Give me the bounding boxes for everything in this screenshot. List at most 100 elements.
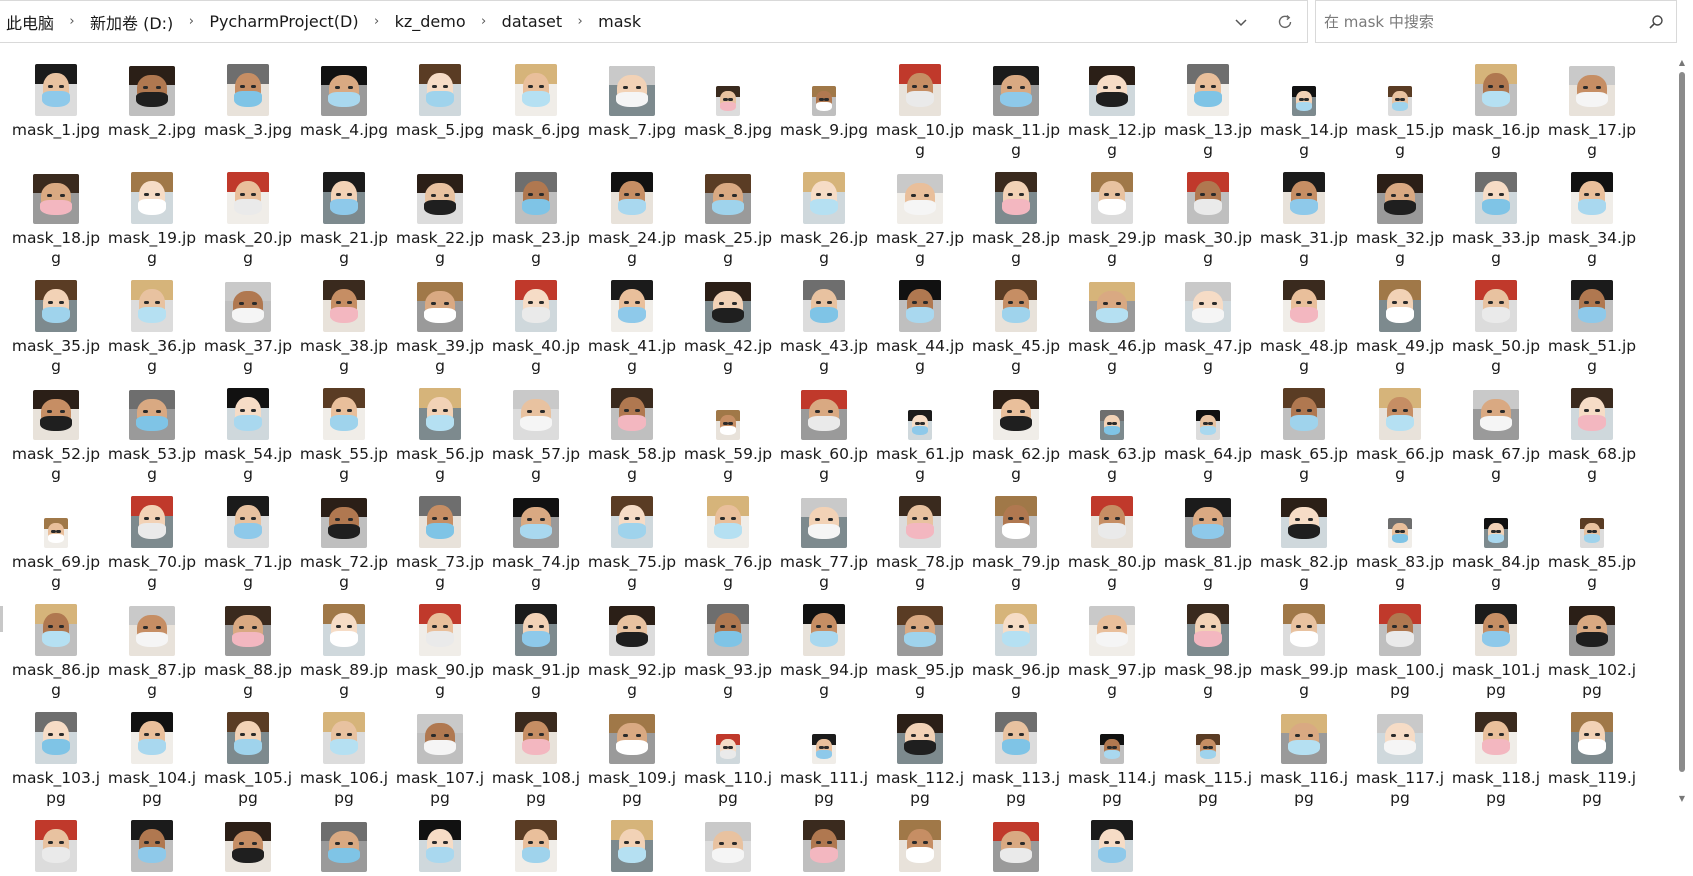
file-item[interactable]: mask_69.jpg bbox=[8, 486, 104, 594]
file-item[interactable]: mask_14.jpg bbox=[1256, 54, 1352, 162]
file-item[interactable]: mask_16.jpg bbox=[1448, 54, 1544, 162]
file-item[interactable]: mask_15.jpg bbox=[1352, 54, 1448, 162]
file-item[interactable]: mask_104.jpg bbox=[104, 702, 200, 810]
splitter-handle[interactable] bbox=[0, 606, 3, 632]
file-item[interactable]: mask_67.jpg bbox=[1448, 378, 1544, 486]
refresh-icon[interactable] bbox=[1263, 1, 1307, 42]
file-item[interactable]: mask_100.jpg bbox=[1352, 594, 1448, 702]
file-item[interactable]: mask_82.jpg bbox=[1256, 486, 1352, 594]
file-item[interactable]: mask_109.jpg bbox=[584, 702, 680, 810]
file-item[interactable]: mask_107.jpg bbox=[392, 702, 488, 810]
file-item[interactable]: mask_44.jpg bbox=[872, 270, 968, 378]
file-item[interactable]: mask_60.jpg bbox=[776, 378, 872, 486]
file-item[interactable]: mask_55.jpg bbox=[296, 378, 392, 486]
file-item[interactable]: mask_50.jpg bbox=[1448, 270, 1544, 378]
file-item[interactable]: mask_37.jpg bbox=[200, 270, 296, 378]
vertical-scrollbar[interactable]: ▲ ▼ bbox=[1677, 58, 1687, 803]
file-item[interactable]: mask_20.jpg bbox=[200, 162, 296, 270]
search-box[interactable] bbox=[1315, 0, 1677, 43]
file-item[interactable]: mask_108.jpg bbox=[488, 702, 584, 810]
file-item[interactable]: mask_30.jpg bbox=[1160, 162, 1256, 270]
file-item[interactable] bbox=[8, 810, 104, 876]
breadcrumb-item[interactable]: mask bbox=[598, 12, 642, 31]
file-item[interactable]: mask_111.jpg bbox=[776, 702, 872, 810]
file-item[interactable] bbox=[1064, 810, 1160, 876]
file-item[interactable]: mask_46.jpg bbox=[1064, 270, 1160, 378]
file-item[interactable]: mask_12.jpg bbox=[1064, 54, 1160, 162]
file-item[interactable]: mask_45.jpg bbox=[968, 270, 1064, 378]
scroll-up-icon[interactable]: ▲ bbox=[1678, 58, 1686, 67]
file-item[interactable]: mask_105.jpg bbox=[200, 702, 296, 810]
chevron-down-icon[interactable] bbox=[1219, 1, 1263, 42]
file-item[interactable] bbox=[200, 810, 296, 876]
file-item[interactable]: mask_70.jpg bbox=[104, 486, 200, 594]
file-item[interactable]: mask_7.jpg bbox=[584, 54, 680, 162]
breadcrumb-separator-icon[interactable]: › bbox=[577, 14, 583, 29]
file-item[interactable]: mask_36.jpg bbox=[104, 270, 200, 378]
file-item[interactable]: mask_38.jpg bbox=[296, 270, 392, 378]
file-item[interactable]: mask_103.jpg bbox=[8, 702, 104, 810]
file-item[interactable]: mask_118.jpg bbox=[1448, 702, 1544, 810]
file-item[interactable]: mask_3.jpg bbox=[200, 54, 296, 162]
file-item[interactable]: mask_87.jpg bbox=[104, 594, 200, 702]
breadcrumb-separator-icon[interactable]: › bbox=[374, 14, 380, 29]
file-item[interactable]: mask_80.jpg bbox=[1064, 486, 1160, 594]
file-item[interactable]: mask_35.jpg bbox=[8, 270, 104, 378]
file-item[interactable]: mask_79.jpg bbox=[968, 486, 1064, 594]
file-item[interactable]: mask_31.jpg bbox=[1256, 162, 1352, 270]
file-item[interactable]: mask_65.jpg bbox=[1256, 378, 1352, 486]
file-item[interactable]: mask_28.jpg bbox=[968, 162, 1064, 270]
file-item[interactable]: mask_59.jpg bbox=[680, 378, 776, 486]
file-item[interactable]: mask_81.jpg bbox=[1160, 486, 1256, 594]
file-item[interactable] bbox=[104, 810, 200, 876]
scrollbar-thumb[interactable] bbox=[1679, 72, 1685, 772]
file-item[interactable]: mask_17.jpg bbox=[1544, 54, 1640, 162]
file-item[interactable]: mask_5.jpg bbox=[392, 54, 488, 162]
file-item[interactable]: mask_110.jpg bbox=[680, 702, 776, 810]
address-bar[interactable]: 此电脑 › 新加卷 (D:) › PycharmProject(D) › kz_demo › d… bbox=[0, 0, 1308, 43]
file-item[interactable]: mask_25.jpg bbox=[680, 162, 776, 270]
file-item[interactable] bbox=[680, 810, 776, 876]
file-item[interactable]: mask_73.jpg bbox=[392, 486, 488, 594]
file-item[interactable]: mask_9.jpg bbox=[776, 54, 872, 162]
file-item[interactable]: mask_113.jpg bbox=[968, 702, 1064, 810]
file-item[interactable]: mask_92.jpg bbox=[584, 594, 680, 702]
file-item[interactable]: mask_48.jpg bbox=[1256, 270, 1352, 378]
file-item[interactable]: mask_41.jpg bbox=[584, 270, 680, 378]
file-item[interactable] bbox=[872, 810, 968, 876]
breadcrumb-item[interactable]: PycharmProject(D) bbox=[209, 12, 359, 31]
file-item[interactable]: mask_72.jpg bbox=[296, 486, 392, 594]
file-item[interactable]: mask_19.jpg bbox=[104, 162, 200, 270]
file-item[interactable]: mask_106.jpg bbox=[296, 702, 392, 810]
file-item[interactable]: mask_43.jpg bbox=[776, 270, 872, 378]
file-item[interactable]: mask_29.jpg bbox=[1064, 162, 1160, 270]
file-item[interactable]: mask_85.jpg bbox=[1544, 486, 1640, 594]
breadcrumb-item[interactable]: 此电脑 bbox=[6, 13, 55, 33]
file-item[interactable]: mask_1.jpg bbox=[8, 54, 104, 162]
file-item[interactable]: mask_119.jpg bbox=[1544, 702, 1640, 810]
file-item[interactable]: mask_96.jpg bbox=[968, 594, 1064, 702]
file-item[interactable]: mask_112.jpg bbox=[872, 702, 968, 810]
file-item[interactable]: mask_90.jpg bbox=[392, 594, 488, 702]
file-item[interactable]: mask_34.jpg bbox=[1544, 162, 1640, 270]
file-item[interactable]: mask_117.jpg bbox=[1352, 702, 1448, 810]
file-item[interactable]: mask_114.jpg bbox=[1064, 702, 1160, 810]
file-item[interactable]: mask_4.jpg bbox=[296, 54, 392, 162]
search-input[interactable] bbox=[1316, 11, 1636, 32]
file-item[interactable]: mask_76.jpg bbox=[680, 486, 776, 594]
file-item[interactable]: mask_116.jpg bbox=[1256, 702, 1352, 810]
file-item[interactable]: mask_40.jpg bbox=[488, 270, 584, 378]
file-item[interactable]: mask_2.jpg bbox=[104, 54, 200, 162]
file-item[interactable]: mask_95.jpg bbox=[872, 594, 968, 702]
file-item[interactable]: mask_89.jpg bbox=[296, 594, 392, 702]
file-item[interactable]: mask_97.jpg bbox=[1064, 594, 1160, 702]
file-item[interactable]: mask_52.jpg bbox=[8, 378, 104, 486]
file-item[interactable]: mask_99.jpg bbox=[1256, 594, 1352, 702]
file-item[interactable]: mask_26.jpg bbox=[776, 162, 872, 270]
file-item[interactable] bbox=[584, 810, 680, 876]
file-item[interactable]: mask_74.jpg bbox=[488, 486, 584, 594]
file-item[interactable]: mask_62.jpg bbox=[968, 378, 1064, 486]
file-item[interactable]: mask_102.jpg bbox=[1544, 594, 1640, 702]
file-item[interactable]: mask_75.jpg bbox=[584, 486, 680, 594]
file-item[interactable]: mask_13.jpg bbox=[1160, 54, 1256, 162]
